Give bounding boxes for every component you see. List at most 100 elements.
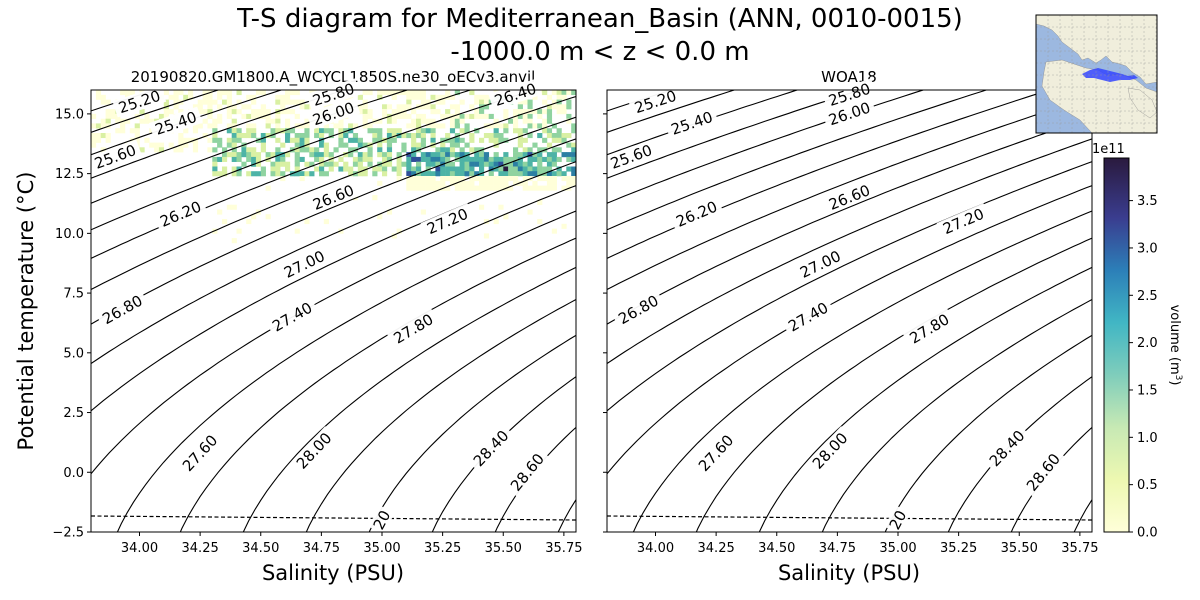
isopycnal-27.60 — [758, 266, 1092, 532]
colorbar-tick-label: 1.0 — [1137, 431, 1158, 446]
x-tick-label: 35.75 — [1061, 541, 1098, 556]
inset-map — [1035, 14, 1158, 134]
right-plot-frame — [606, 89, 1093, 533]
contour-label: 28.60 — [507, 450, 548, 495]
freezing-line-right — [606, 515, 1093, 521]
y-tick-label: −2.5 — [52, 526, 84, 541]
isopycnal-25.80 — [91, 90, 472, 231]
contour-label: 27.20 — [424, 205, 471, 238]
contour-labels-right: 25.2025.4025.6025.8026.0026.2026.6026.80… — [604, 78, 1066, 535]
isopycnal-25.00 — [91, 90, 221, 133]
contour-label: 26.80 — [615, 292, 661, 329]
isopycnal-27.40 — [695, 237, 1092, 532]
contour-label: 26.60 — [826, 181, 873, 214]
figure-subtitle: -1000.0 m < z < 0.0 m — [450, 37, 749, 67]
y-tick-label: 15.0 — [55, 107, 84, 122]
left-panel: 20190820.GM1800.A_WCYCL1850S.ne30_oECv3.… — [14, 68, 582, 585]
x-tick-label: 34.00 — [637, 541, 674, 556]
contour-label: 26.20 — [157, 198, 204, 231]
contour-label: 25.40 — [669, 108, 715, 139]
contour-label: 27.60 — [695, 431, 737, 475]
isopycnal-26.20 — [91, 95, 576, 290]
x-tick-label: 35.25 — [424, 541, 461, 556]
x-axis-label-left: Salinity (PSU) — [262, 561, 404, 585]
freezing-line-left — [90, 515, 577, 521]
contour-label: 28.40 — [470, 427, 513, 470]
contour-label: 27.40 — [269, 299, 315, 336]
contour-label: 25.20 — [632, 87, 678, 117]
contour-label: 28.00 — [293, 429, 336, 473]
x-tick-label: 34.50 — [758, 541, 795, 556]
isopycnal-26.80 — [91, 161, 576, 412]
colorbar-tick-label: 2.5 — [1137, 289, 1158, 304]
isopycnal-27.40 — [179, 237, 576, 532]
isopycnal-27.80 — [305, 299, 576, 532]
contour-label: 26.80 — [99, 292, 145, 329]
x-tick-label: 35.00 — [879, 541, 916, 556]
isopycnal-28.00 — [368, 334, 576, 532]
isopycnal-27.00 — [91, 185, 576, 475]
isopycnal-26.40 — [91, 116, 576, 325]
x-ticks-left: 34.00 34.25 34.50 34.75 35.00 35.25 35.50 35.75 — [121, 532, 582, 556]
contour-label: 28.00 — [809, 429, 852, 473]
y-ticks-left: −2.5 0.0 2.5 5.0 7.5 10.0 12.5 15.0 — [52, 107, 91, 541]
x-tick-label: 35.50 — [1001, 541, 1038, 556]
isopycnal-26.60 — [91, 138, 576, 365]
isopycnal-28.60 — [557, 499, 576, 532]
left-panel-title: 20190820.GM1800.A_WCYCL1850S.ne30_oECv3.… — [131, 68, 536, 87]
colorbar-tick-label: 0.5 — [1137, 478, 1158, 493]
isopycnal-26.20 — [607, 95, 1092, 290]
x-tick-label: 34.75 — [303, 541, 340, 556]
contour-label: 25.40 — [153, 108, 199, 139]
isopycnal-27.80 — [821, 299, 1092, 532]
isopycnal-27.00 — [607, 185, 1092, 475]
colorbar-tick-label: 3.0 — [1137, 241, 1158, 256]
isopycnal-26.40 — [607, 116, 1092, 325]
isopycnal-26.80 — [607, 161, 1092, 412]
colorbar-tick-label: 1.5 — [1137, 383, 1158, 398]
figure-title: T-S diagram for Mediterranean_Basin (ANN… — [236, 4, 963, 34]
y-tick-label: 7.5 — [63, 287, 84, 302]
contour-label: 27.20 — [940, 205, 987, 238]
contour-label: 28.60 — [1023, 450, 1064, 495]
colorbar-tick-label: 3.5 — [1137, 194, 1158, 209]
colorbar-exponent: 1e11 — [1092, 142, 1125, 157]
colorbar: 1e11 0.0 0.5 1.0 1.5 2.0 2.5 3.0 3.5 volume (m3… — [1092, 142, 1183, 541]
contour-label: 28.40 — [986, 427, 1029, 470]
colorbar-label: volume (m3) — [1167, 305, 1183, 386]
x-tick-label: 34.50 — [242, 541, 279, 556]
y-tick-label: 0.0 — [63, 466, 84, 481]
isopycnal-26.60 — [607, 138, 1092, 365]
right-panel: WOA18 25.2025.4025.6025.8026.0026.2026.6… — [603, 68, 1098, 585]
y-tick-label: 5.0 — [63, 346, 84, 361]
x-tick-label: 35.75 — [545, 541, 582, 556]
x-tick-label: 35.25 — [940, 541, 977, 556]
colorbar-gradient — [1103, 157, 1130, 533]
y-tick-label: 12.5 — [55, 167, 84, 182]
x-tick-label: 34.25 — [182, 541, 219, 556]
x-tick-label: 35.50 — [485, 541, 522, 556]
y-tick-label: 2.5 — [63, 406, 84, 421]
y-axis-label: Potential temperature (°C) — [14, 172, 38, 451]
isopycnal-25.80 — [607, 90, 988, 231]
colorbar-ticks: 0.0 0.5 1.0 1.5 2.0 2.5 3.0 3.5 — [1129, 194, 1158, 541]
y-tick-label: 10.0 — [55, 227, 84, 242]
x-tick-label: 35.00 — [363, 541, 400, 556]
x-tick-label: 34.75 — [819, 541, 856, 556]
contour-label: 27.60 — [179, 431, 221, 475]
contour-label: 26.20 — [673, 198, 720, 231]
x-tick-label: 34.25 — [698, 541, 735, 556]
isopycnal-27.60 — [242, 266, 576, 532]
isopycnal-27.20 — [632, 210, 1092, 532]
colorbar-tick-label: 0.0 — [1137, 526, 1158, 541]
contour-label: 27.80 — [390, 310, 436, 347]
isopycnal-28.60 — [1073, 499, 1092, 532]
contour-label: 27.40 — [785, 299, 831, 336]
x-ticks-right: 34.00 34.25 34.50 34.75 35.00 35.25 35.50 35.75 — [637, 532, 1098, 556]
y-ticks-right — [603, 113, 607, 533]
isopycnal-28.00 — [884, 334, 1092, 532]
europe-land — [1036, 15, 1157, 85]
arabia-land — [1127, 87, 1157, 119]
x-tick-label: 34.00 — [121, 541, 158, 556]
